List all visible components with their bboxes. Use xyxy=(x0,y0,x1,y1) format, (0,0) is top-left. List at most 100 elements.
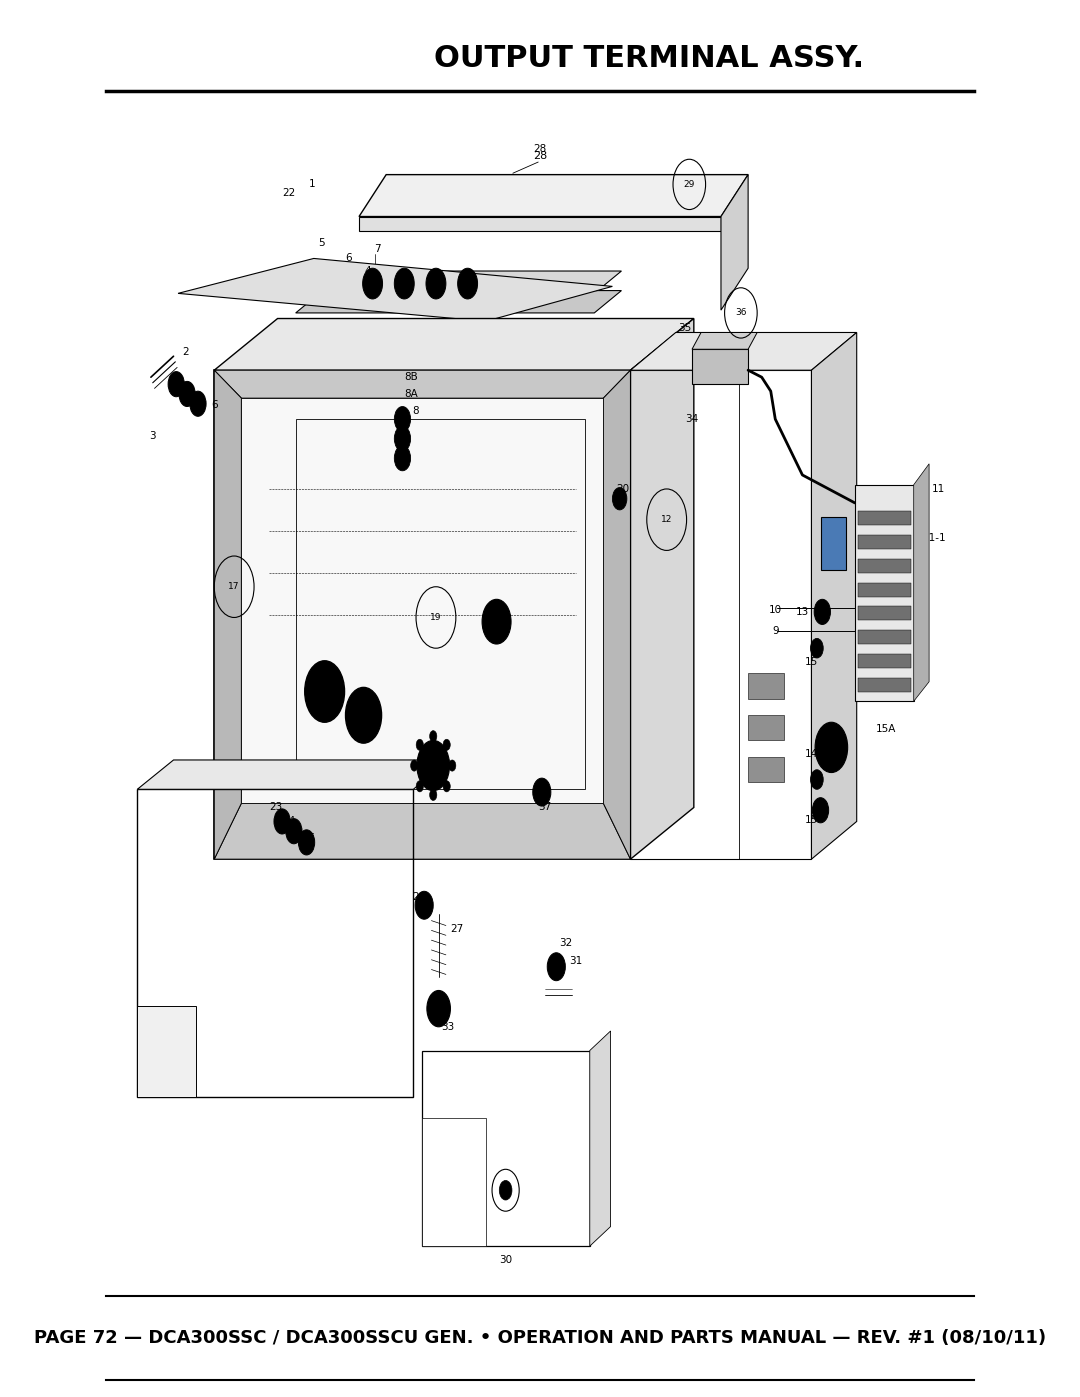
Text: 15: 15 xyxy=(805,657,818,668)
Text: 30: 30 xyxy=(499,1255,512,1266)
Polygon shape xyxy=(214,370,631,398)
Bar xyxy=(858,678,912,692)
Text: 7: 7 xyxy=(374,243,380,254)
Circle shape xyxy=(302,835,311,849)
Text: 35: 35 xyxy=(678,323,691,334)
Bar xyxy=(858,535,912,549)
Bar xyxy=(858,654,912,668)
Text: 4: 4 xyxy=(365,265,372,277)
Polygon shape xyxy=(604,370,631,859)
Circle shape xyxy=(274,809,291,834)
Circle shape xyxy=(499,1180,512,1200)
Circle shape xyxy=(367,275,378,292)
Circle shape xyxy=(399,275,409,292)
Circle shape xyxy=(448,760,456,771)
Text: 17: 17 xyxy=(228,583,240,591)
Polygon shape xyxy=(296,291,621,313)
Text: 10: 10 xyxy=(769,605,782,616)
Text: 21A: 21A xyxy=(356,696,377,707)
Text: 37: 37 xyxy=(538,802,551,813)
Circle shape xyxy=(410,760,418,771)
Circle shape xyxy=(305,661,345,722)
Text: 8B: 8B xyxy=(405,372,418,383)
Text: 24: 24 xyxy=(282,816,295,827)
Circle shape xyxy=(298,830,314,855)
Circle shape xyxy=(548,953,565,981)
Text: 11: 11 xyxy=(932,483,945,495)
Circle shape xyxy=(811,770,823,789)
Circle shape xyxy=(812,798,828,823)
Text: 19: 19 xyxy=(430,613,442,622)
Text: 8: 8 xyxy=(411,405,418,416)
Text: 21: 21 xyxy=(420,770,433,781)
Bar xyxy=(858,606,912,620)
Circle shape xyxy=(462,275,473,292)
Text: 5: 5 xyxy=(186,386,192,397)
Polygon shape xyxy=(214,370,242,859)
Circle shape xyxy=(822,733,840,761)
Circle shape xyxy=(190,391,206,416)
Bar xyxy=(748,715,784,740)
Circle shape xyxy=(482,599,511,644)
Circle shape xyxy=(183,387,191,401)
Text: 6: 6 xyxy=(211,400,217,411)
Circle shape xyxy=(363,268,382,299)
Text: 16: 16 xyxy=(307,676,321,687)
Bar xyxy=(748,673,784,698)
Polygon shape xyxy=(178,258,612,321)
Text: 3: 3 xyxy=(149,430,156,441)
Polygon shape xyxy=(692,332,757,349)
Circle shape xyxy=(416,781,423,792)
Polygon shape xyxy=(214,319,693,370)
Circle shape xyxy=(193,397,202,411)
Text: 6: 6 xyxy=(345,253,351,264)
Text: 9: 9 xyxy=(772,626,779,637)
Circle shape xyxy=(394,426,410,451)
Circle shape xyxy=(430,731,436,742)
Text: 28: 28 xyxy=(532,151,548,162)
Text: 8A: 8A xyxy=(405,388,418,400)
Text: 1: 1 xyxy=(309,179,315,190)
Circle shape xyxy=(179,381,195,407)
Text: 15A: 15A xyxy=(876,724,895,735)
Circle shape xyxy=(458,268,477,299)
Polygon shape xyxy=(214,803,631,859)
Circle shape xyxy=(432,999,445,1018)
Circle shape xyxy=(426,268,446,299)
Polygon shape xyxy=(631,319,693,859)
Text: 15A: 15A xyxy=(876,556,895,567)
Circle shape xyxy=(417,740,449,791)
Polygon shape xyxy=(359,175,748,217)
Circle shape xyxy=(814,599,831,624)
Circle shape xyxy=(278,814,286,828)
Circle shape xyxy=(394,407,410,432)
Circle shape xyxy=(427,990,450,1027)
Text: 34: 34 xyxy=(686,414,699,425)
Bar xyxy=(858,630,912,644)
Text: 15: 15 xyxy=(805,814,818,826)
Polygon shape xyxy=(242,398,604,803)
Circle shape xyxy=(532,778,551,806)
Polygon shape xyxy=(359,217,721,231)
Polygon shape xyxy=(811,332,856,859)
Text: PAGE 72 — DCA300SSC / DCA300SSCU GEN. • OPERATION AND PARTS MANUAL — REV. #1 (08: PAGE 72 — DCA300SSC / DCA300SSCU GEN. • … xyxy=(33,1330,1047,1347)
Bar xyxy=(858,559,912,573)
Circle shape xyxy=(815,722,848,773)
Text: 22: 22 xyxy=(282,187,295,198)
Circle shape xyxy=(172,377,180,391)
Circle shape xyxy=(811,638,823,658)
Polygon shape xyxy=(914,464,929,701)
Polygon shape xyxy=(631,332,856,370)
Text: 29: 29 xyxy=(684,180,696,189)
Circle shape xyxy=(289,824,298,838)
Text: 12: 12 xyxy=(661,515,673,524)
Circle shape xyxy=(168,372,185,397)
Circle shape xyxy=(416,739,423,750)
Circle shape xyxy=(353,700,374,731)
Circle shape xyxy=(443,781,450,792)
Polygon shape xyxy=(137,1006,197,1097)
Text: 31: 31 xyxy=(569,956,583,967)
Text: 5: 5 xyxy=(318,237,324,249)
Circle shape xyxy=(313,673,336,710)
Text: OUTPUT TERMINAL ASSY.: OUTPUT TERMINAL ASSY. xyxy=(433,45,864,73)
